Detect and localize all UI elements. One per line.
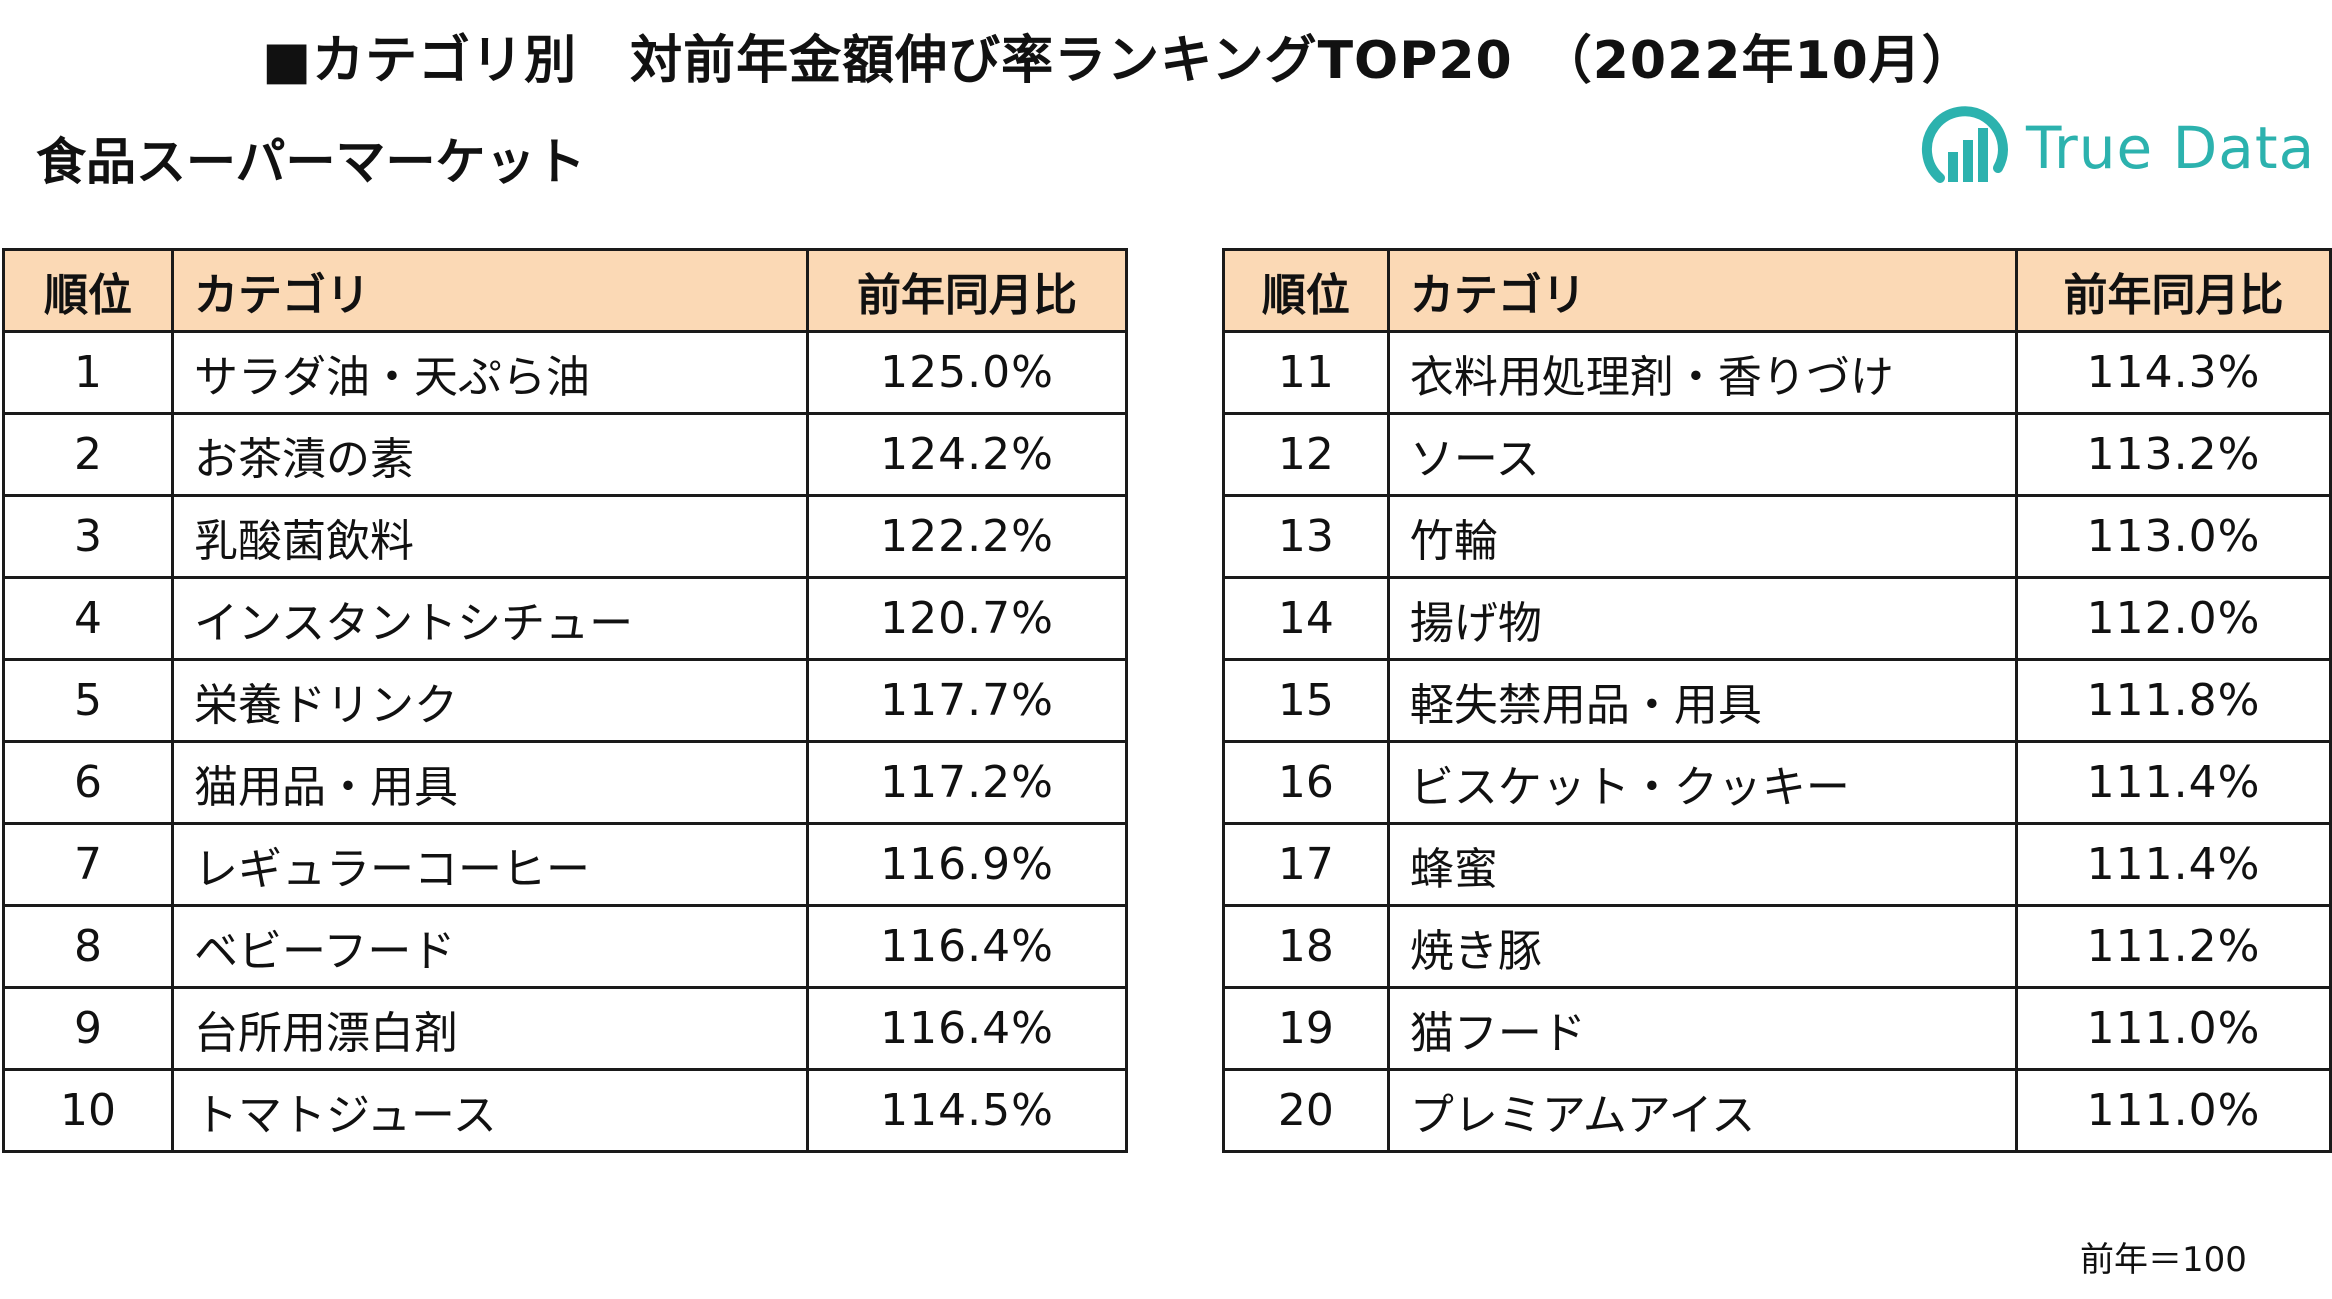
category-cell: 衣料用処理剤・香りづけ (1386, 330, 2019, 415)
ratio-cell: 111.4% (2015, 822, 2332, 907)
category-cell: 竹輪 (1386, 494, 2019, 579)
rank-cell: 6 (2, 740, 174, 825)
ratio-cell: 117.2% (806, 740, 1128, 825)
rank-cell: 4 (2, 576, 174, 661)
ratio-cell: 112.0% (2015, 576, 2332, 661)
rank-cell: 7 (2, 822, 174, 907)
header-rank: 順位 (1222, 248, 1390, 333)
table-row: 10 トマトジュース 114.5% (2, 1068, 1128, 1153)
table-row: 15 軽失禁用品・用具 111.8% (1222, 658, 2332, 743)
ratio-cell: 114.3% (2015, 330, 2332, 415)
ratio-cell: 120.7% (806, 576, 1128, 661)
table-header-row: 順位 カテゴリ 前年同月比 (2, 248, 1128, 333)
ratio-cell: 113.2% (2015, 412, 2332, 497)
header-ratio: 前年同月比 (2015, 248, 2332, 333)
rank-cell: 3 (2, 494, 174, 579)
page-title: ■カテゴリ別 対前年金額伸び率ランキングTOP20 （2022年10月） (262, 31, 1975, 91)
table-row: 9 台所用漂白剤 116.4% (2, 986, 1128, 1071)
category-cell: ベビーフード (171, 904, 809, 989)
table-row: 7 レギュラーコーヒー 116.9% (2, 822, 1128, 907)
ratio-cell: 111.8% (2015, 658, 2332, 743)
ratio-cell: 114.5% (806, 1068, 1128, 1153)
rank-cell: 19 (1222, 986, 1390, 1071)
table-row: 13 竹輪 113.0% (1222, 494, 2332, 579)
category-cell: インスタントシチュー (171, 576, 809, 661)
table-row: 12 ソース 113.2% (1222, 412, 2332, 497)
category-cell: 猫フード (1386, 986, 2019, 1071)
category-cell: 蜂蜜 (1386, 822, 2019, 907)
rank-cell: 12 (1222, 412, 1390, 497)
table-row: 20 プレミアムアイス 111.0% (1222, 1068, 2332, 1153)
ratio-cell: 116.9% (806, 822, 1128, 907)
rank-cell: 18 (1222, 904, 1390, 989)
category-cell: 揚げ物 (1386, 576, 2019, 661)
table-row: 1 サラダ油・天ぷら油 125.0% (2, 330, 1128, 415)
category-cell: プレミアムアイス (1386, 1068, 2019, 1153)
ratio-cell: 111.0% (2015, 1068, 2332, 1153)
category-cell: サラダ油・天ぷら油 (171, 330, 809, 415)
rank-cell: 11 (1222, 330, 1390, 415)
table-row: 14 揚げ物 112.0% (1222, 576, 2332, 661)
table-row: 17 蜂蜜 111.4% (1222, 822, 2332, 907)
table-row: 16 ビスケット・クッキー 111.4% (1222, 740, 2332, 825)
header-rank: 順位 (2, 248, 174, 333)
category-cell: 栄養ドリンク (171, 658, 809, 743)
ratio-cell: 124.2% (806, 412, 1128, 497)
ratio-cell: 117.7% (806, 658, 1128, 743)
category-cell: 台所用漂白剤 (171, 986, 809, 1071)
category-cell: お茶漬の素 (171, 412, 809, 497)
table-row: 6 猫用品・用具 117.2% (2, 740, 1128, 825)
ratio-cell: 125.0% (806, 330, 1128, 415)
ratio-cell: 116.4% (806, 904, 1128, 989)
ratio-cell: 122.2% (806, 494, 1128, 579)
category-cell: レギュラーコーヒー (171, 822, 809, 907)
ratio-cell: 113.0% (2015, 494, 2332, 579)
rank-cell: 13 (1222, 494, 1390, 579)
rank-cell: 20 (1222, 1068, 1390, 1153)
header-ratio: 前年同月比 (806, 248, 1128, 333)
rank-cell: 9 (2, 986, 174, 1071)
category-cell: 乳酸菌飲料 (171, 494, 809, 579)
ratio-cell: 116.4% (806, 986, 1128, 1071)
table-row: 8 ベビーフード 116.4% (2, 904, 1128, 989)
table-row: 5 栄養ドリンク 117.7% (2, 658, 1128, 743)
category-cell: 焼き豚 (1386, 904, 2019, 989)
logo-text: True Data (2026, 114, 2316, 182)
table-row: 2 お茶漬の素 124.2% (2, 412, 1128, 497)
rank-cell: 16 (1222, 740, 1390, 825)
header-category: カテゴリ (1386, 248, 2019, 333)
ratio-cell: 111.2% (2015, 904, 2332, 989)
page-subtitle: 食品スーパーマーケット (36, 133, 586, 191)
header-category: カテゴリ (171, 248, 809, 333)
ratio-cell: 111.0% (2015, 986, 2332, 1071)
rank-cell: 15 (1222, 658, 1390, 743)
table-header-row: 順位 カテゴリ 前年同月比 (1222, 248, 2332, 333)
ranking-table-left: 順位 カテゴリ 前年同月比 1 サラダ油・天ぷら油 125.0% 2 お茶漬の素 124… (2, 248, 1128, 1153)
logo-mark-icon (1921, 106, 2008, 183)
category-cell: 猫用品・用具 (171, 740, 809, 825)
category-cell: トマトジュース (171, 1068, 809, 1153)
table-row: 11 衣料用処理剤・香りづけ 114.3% (1222, 330, 2332, 415)
rank-cell: 17 (1222, 822, 1390, 907)
table-row: 18 焼き豚 111.2% (1222, 904, 2332, 989)
ranking-table-right: 順位 カテゴリ 前年同月比 11 衣料用処理剤・香りづけ 114.3% 12 ソース 1… (1222, 248, 2332, 1153)
category-cell: ビスケット・クッキー (1386, 740, 2019, 825)
rank-cell: 14 (1222, 576, 1390, 661)
table-row: 19 猫フード 111.0% (1222, 986, 2332, 1071)
category-cell: ソース (1386, 412, 2019, 497)
ratio-cell: 111.4% (2015, 740, 2332, 825)
true-data-logo: True Data (1920, 100, 2315, 196)
rank-cell: 5 (2, 658, 174, 743)
rank-cell: 1 (2, 330, 174, 415)
table-row: 3 乳酸菌飲料 122.2% (2, 494, 1128, 579)
category-cell: 軽失禁用品・用具 (1386, 658, 2019, 743)
table-row: 4 インスタントシチュー 120.7% (2, 576, 1128, 661)
rank-cell: 10 (2, 1068, 174, 1153)
rank-cell: 8 (2, 904, 174, 989)
rank-cell: 2 (2, 412, 174, 497)
baseline-note: 前年＝100 (2080, 1240, 2247, 1280)
